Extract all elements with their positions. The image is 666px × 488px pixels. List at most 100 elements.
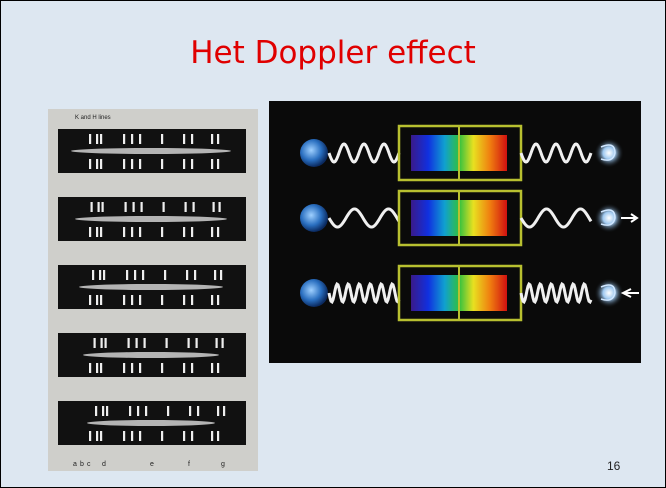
spectral-line	[106, 406, 108, 416]
spectral-line	[222, 338, 224, 348]
spectral-line	[161, 363, 163, 373]
spectral-line	[139, 363, 141, 373]
spectral-line	[102, 406, 104, 416]
spectral-line	[131, 159, 133, 169]
spectral-line	[161, 134, 163, 144]
spectral-line	[123, 431, 125, 441]
spectral-line	[186, 270, 188, 280]
spectral-line	[211, 134, 213, 144]
spectrum-glow	[71, 148, 231, 154]
spectral-line	[96, 134, 98, 144]
spectral-line	[139, 431, 141, 441]
spectral-line	[100, 159, 102, 169]
spectral-line	[123, 295, 125, 305]
line-label: e	[150, 461, 154, 468]
spectral-line	[102, 202, 104, 212]
spectral-line	[98, 202, 100, 212]
spectral-line	[183, 363, 185, 373]
earth	[300, 279, 328, 307]
spectral-line	[100, 134, 102, 144]
spectral-line	[131, 227, 133, 237]
spectral-line	[211, 295, 213, 305]
spectral-line	[161, 431, 163, 441]
spectral-line	[126, 270, 128, 280]
caption: K and H lines	[75, 115, 111, 121]
spectral-line	[141, 202, 143, 212]
spectral-line	[131, 295, 133, 305]
spectral-line	[189, 406, 191, 416]
spectral-line	[183, 134, 185, 144]
spectral-line	[161, 159, 163, 169]
spectral-line	[211, 159, 213, 169]
spectral-line	[217, 159, 219, 169]
spectral-line	[183, 431, 185, 441]
spectral-line	[105, 338, 107, 348]
line-label: g	[221, 461, 225, 468]
spectral-line	[89, 134, 91, 144]
earth	[300, 139, 328, 167]
page-number: 16	[607, 459, 620, 473]
spectral-line	[191, 134, 193, 144]
spectral-line	[167, 406, 169, 416]
spectral-line	[99, 270, 101, 280]
spectral-line	[89, 295, 91, 305]
spectrum-glow	[75, 216, 227, 222]
galaxy	[594, 138, 624, 168]
line-label: d	[102, 461, 106, 468]
spectral-line	[123, 227, 125, 237]
spectral-line	[89, 159, 91, 169]
spectral-line	[217, 406, 219, 416]
spectral-line	[193, 202, 195, 212]
spectral-line	[144, 338, 146, 348]
spectral-line	[100, 227, 102, 237]
spectral-line	[220, 270, 222, 280]
spectral-line	[211, 227, 213, 237]
spectral-line	[123, 134, 125, 144]
spectral-line	[217, 363, 219, 373]
spectral-line	[185, 202, 187, 212]
spectral-line	[100, 295, 102, 305]
spectral-line	[134, 270, 136, 280]
spectral-line	[161, 295, 163, 305]
spectral-line	[166, 338, 168, 348]
spectral-line	[196, 338, 198, 348]
spectral-line	[96, 227, 98, 237]
spectral-line	[100, 363, 102, 373]
spectral-line	[191, 363, 193, 373]
spectral-line	[191, 295, 193, 305]
spectral-line	[139, 295, 141, 305]
spectral-line	[216, 338, 218, 348]
spectral-line	[219, 202, 221, 212]
spectral-line	[211, 431, 213, 441]
spectral-line	[139, 134, 141, 144]
spectral-line	[133, 202, 135, 212]
spectral-line	[94, 338, 96, 348]
spectral-line	[96, 363, 98, 373]
spectral-line	[183, 159, 185, 169]
spectral-line	[125, 202, 127, 212]
slide: K and H lines abcdefg Het Doppler effect…	[0, 0, 666, 488]
spectral-line	[191, 431, 193, 441]
spectral-line	[96, 295, 98, 305]
spectral-line	[131, 363, 133, 373]
spectral-line	[89, 431, 91, 441]
spectral-line	[139, 227, 141, 237]
spectral-line	[89, 227, 91, 237]
spectral-line	[217, 295, 219, 305]
line-label: c	[87, 461, 91, 468]
spectral-line	[96, 431, 98, 441]
spectral-line	[145, 406, 147, 416]
spectral-line	[139, 159, 141, 169]
spectral-line	[188, 338, 190, 348]
spectral-line	[217, 227, 219, 237]
spectral-line	[164, 270, 166, 280]
spectral-line	[161, 227, 163, 237]
spectral-line	[214, 270, 216, 280]
spectral-line	[163, 202, 165, 212]
spectral-line	[89, 363, 91, 373]
spectrum-glow	[87, 420, 215, 426]
spectral-line	[128, 338, 130, 348]
spectral-line	[136, 338, 138, 348]
spectral-line	[103, 270, 105, 280]
spectrum-glow	[79, 284, 223, 290]
